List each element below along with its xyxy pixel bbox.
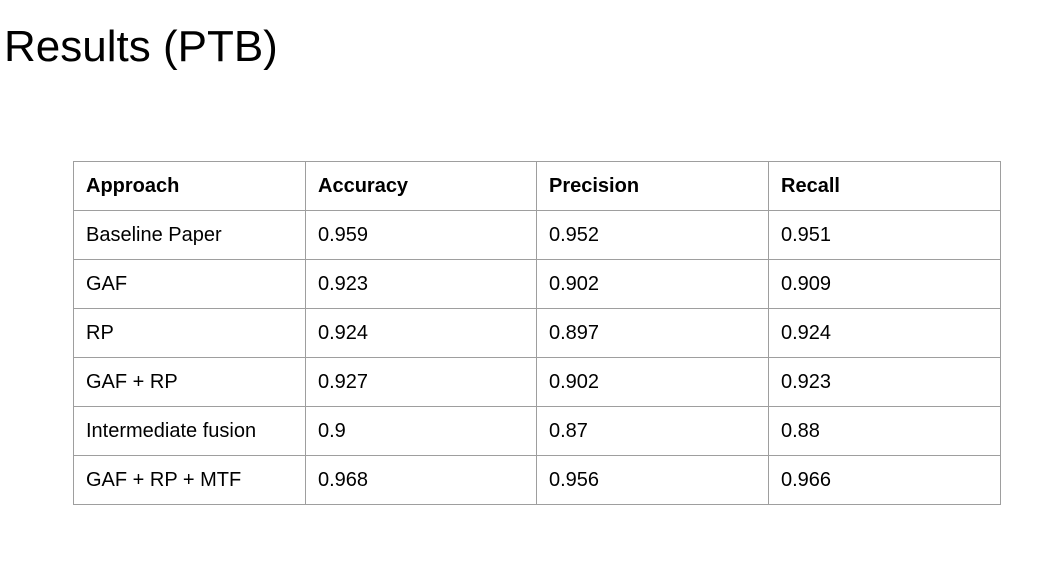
cell-approach: GAF + RP + MTF [73,455,306,505]
table-row: Baseline Paper 0.959 0.952 0.951 [73,210,1001,260]
header-approach: Approach [73,161,306,211]
table-row: GAF 0.923 0.902 0.909 [73,259,1001,309]
cell-recall: 0.951 [768,210,1001,260]
cell-accuracy: 0.924 [305,308,537,358]
header-precision: Precision [536,161,769,211]
cell-accuracy: 0.923 [305,259,537,309]
cell-approach: Intermediate fusion [73,406,306,456]
cell-precision: 0.902 [536,259,769,309]
cell-recall: 0.909 [768,259,1001,309]
header-accuracy: Accuracy [305,161,537,211]
table-row: RP 0.924 0.897 0.924 [73,308,1001,358]
cell-accuracy: 0.959 [305,210,537,260]
cell-approach: GAF + RP [73,357,306,407]
results-table: Approach Accuracy Precision Recall Basel… [73,161,1001,505]
cell-recall: 0.966 [768,455,1001,505]
cell-precision: 0.897 [536,308,769,358]
cell-precision: 0.902 [536,357,769,407]
table-row: GAF + RP 0.927 0.902 0.923 [73,357,1001,407]
cell-accuracy: 0.968 [305,455,537,505]
cell-recall: 0.923 [768,357,1001,407]
cell-approach: GAF [73,259,306,309]
cell-approach: Baseline Paper [73,210,306,260]
cell-precision: 0.87 [536,406,769,456]
cell-precision: 0.952 [536,210,769,260]
header-recall: Recall [768,161,1001,211]
cell-recall: 0.924 [768,308,1001,358]
slide-title: Results (PTB) [4,22,278,71]
table-header-row: Approach Accuracy Precision Recall [73,161,1001,211]
cell-recall: 0.88 [768,406,1001,456]
cell-accuracy: 0.9 [305,406,537,456]
cell-accuracy: 0.927 [305,357,537,407]
cell-precision: 0.956 [536,455,769,505]
cell-approach: RP [73,308,306,358]
table-row: Intermediate fusion 0.9 0.87 0.88 [73,406,1001,456]
table-row: GAF + RP + MTF 0.968 0.956 0.966 [73,455,1001,505]
